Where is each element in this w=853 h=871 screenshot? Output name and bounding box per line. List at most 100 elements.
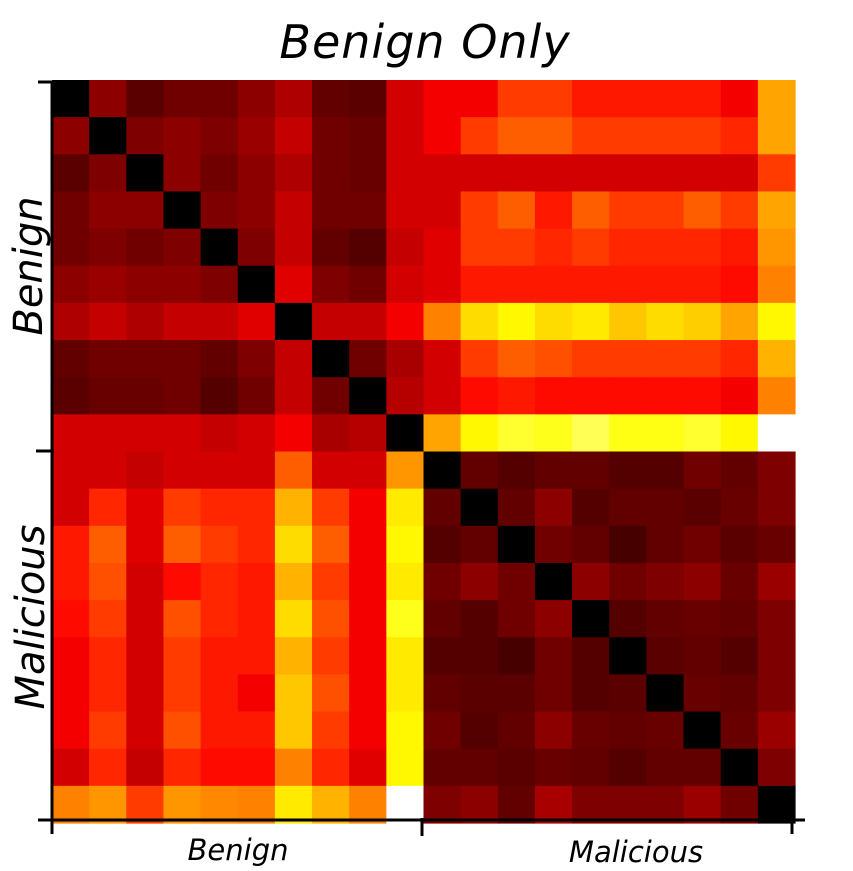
heatmap-cell-r4-c2: [126, 228, 165, 267]
heatmap-cell-r6-c19: [757, 302, 796, 341]
heatmap-cell-r10-c3: [163, 451, 202, 490]
heatmap-cell-r2-c16: [646, 154, 685, 193]
heatmap-cell-r16-c0: [52, 674, 90, 713]
heatmap-cell-r1-c19: [757, 117, 796, 155]
heatmap-cell-r7-c2: [126, 340, 165, 378]
heatmap-cell-r7-c3: [163, 340, 202, 378]
heatmap-cell-r10-c7: [312, 451, 350, 490]
heatmap-cell-r15-c9: [386, 637, 425, 675]
heatmap-cell-r14-c16: [646, 600, 685, 638]
heatmap-cell-r11-c14: [572, 488, 610, 527]
heatmap-cell-r9-c13: [534, 414, 573, 453]
heatmap-cell-r14-c2: [126, 600, 165, 638]
heatmap-cell-r14-c13: [534, 600, 573, 638]
heatmap-cell-r7-c14: [572, 340, 610, 378]
heatmap-cell-r5-c8: [349, 265, 387, 304]
heatmap-cell-r5-c14: [572, 265, 610, 304]
heatmap-cell-r17-c2: [126, 711, 165, 750]
heatmap-cell-r8-c5: [237, 377, 276, 415]
heatmap-cell-r10-c8: [349, 451, 387, 490]
heatmap-cell-r19-c19: [757, 785, 796, 824]
heatmap-cell-r12-c2: [126, 525, 165, 564]
heatmap-cell-r14-c12: [497, 600, 536, 638]
heatmap-cell-r14-c14: [572, 600, 610, 638]
heatmap-cell-r8-c10: [423, 377, 462, 415]
heatmap-cell-r8-c9: [386, 377, 425, 415]
heatmap-cell-r0-c10: [423, 80, 462, 118]
heatmap-cell-r6-c4: [200, 302, 239, 341]
heatmap-cell-r6-c1: [89, 302, 127, 341]
heatmap-cell-r6-c18: [720, 302, 759, 341]
heatmap-cell-r8-c15: [609, 377, 647, 415]
heatmap-cell-r3-c1: [89, 191, 127, 230]
heatmap-cell-r5-c3: [163, 265, 202, 304]
heatmap-cell-r3-c19: [757, 191, 796, 230]
chart-title: Benign Only: [279, 15, 570, 69]
heatmap-cell-r11-c0: [52, 488, 90, 527]
heatmap-cell-r11-c3: [163, 488, 202, 527]
heatmap-cell-r17-c4: [200, 711, 239, 750]
heatmap-cell-r2-c9: [386, 154, 425, 193]
heatmap-cell-r14-c0: [52, 600, 90, 638]
heatmap-cell-r13-c5: [237, 562, 276, 601]
heatmap-cell-r5-c6: [274, 265, 313, 304]
heatmap-cell-r4-c5: [237, 228, 276, 267]
heatmap-cell-r2-c1: [89, 154, 127, 193]
heatmap-cell-r6-c0: [52, 302, 90, 341]
heatmap-cell-r0-c17: [683, 80, 722, 118]
heatmap-cell-r11-c9: [386, 488, 425, 527]
heatmap-cell-r15-c0: [52, 637, 90, 675]
heatmap-cell-r9-c19: [757, 414, 796, 453]
heatmap-cell-r10-c0: [52, 451, 90, 490]
heatmap-cell-r8-c0: [52, 377, 90, 415]
heatmap-cell-r16-c17: [683, 674, 722, 713]
heatmap-cell-r10-c18: [720, 451, 759, 490]
heatmap-cell-r2-c4: [200, 154, 239, 193]
heatmap-cell-r4-c17: [683, 228, 722, 267]
heatmap-cell-r4-c19: [757, 228, 796, 267]
heatmap-cell-r5-c12: [497, 265, 536, 304]
heatmap-cell-r0-c6: [274, 80, 313, 118]
heatmap-cell-r15-c11: [460, 637, 499, 675]
heatmap-cell-r0-c0: [52, 80, 90, 118]
heatmap-cell-r3-c4: [200, 191, 239, 230]
heatmap-cell-r2-c14: [572, 154, 610, 193]
heatmap-cell-r2-c17: [683, 154, 722, 193]
heatmap-cell-r9-c4: [200, 414, 239, 453]
heatmap-cell-r17-c17: [683, 711, 722, 750]
heatmap-cell-r6-c13: [534, 302, 573, 341]
heatmap-cell-r18-c15: [609, 748, 647, 787]
heatmap-cell-r8-c13: [534, 377, 573, 415]
heatmap-cell-r3-c13: [534, 191, 573, 230]
heatmap-cell-r15-c1: [89, 637, 127, 675]
heatmap-cell-r14-c10: [423, 600, 462, 638]
heatmap-cell-r11-c15: [609, 488, 647, 527]
heatmap-cell-r9-c3: [163, 414, 202, 453]
heatmap-cell-r9-c14: [572, 414, 610, 453]
heatmap-cell-r3-c18: [720, 191, 759, 230]
heatmap-cell-r1-c3: [163, 117, 202, 155]
heatmap-cell-r5-c11: [460, 265, 499, 304]
heatmap-cell-r7-c6: [274, 340, 313, 378]
heatmap-cell-r7-c15: [609, 340, 647, 378]
heatmap-cell-r2-c7: [312, 154, 350, 193]
heatmap-cell-r11-c17: [683, 488, 722, 527]
heatmap-cell-r18-c10: [423, 748, 462, 787]
heatmap-cell-r8-c6: [274, 377, 313, 415]
heatmap-cell-r9-c6: [274, 414, 313, 453]
heatmap-cell-r5-c2: [126, 265, 165, 304]
heatmap-cell-r11-c10: [423, 488, 462, 527]
heatmap-cell-r16-c12: [497, 674, 536, 713]
heatmap-cell-r13-c9: [386, 562, 425, 601]
heatmap-cell-r9-c8: [349, 414, 387, 453]
heatmap-cell-r13-c2: [126, 562, 165, 601]
heatmap-cell-r5-c17: [683, 265, 722, 304]
heatmap-cell-r2-c2: [126, 154, 165, 193]
heatmap-cell-r7-c16: [646, 340, 685, 378]
heatmap-cell-r17-c11: [460, 711, 499, 750]
heatmap-cell-r13-c11: [460, 562, 499, 601]
heatmap-cell-r19-c1: [89, 785, 127, 824]
heatmap-cell-r7-c8: [349, 340, 387, 378]
heatmap-cell-r7-c12: [497, 340, 536, 378]
